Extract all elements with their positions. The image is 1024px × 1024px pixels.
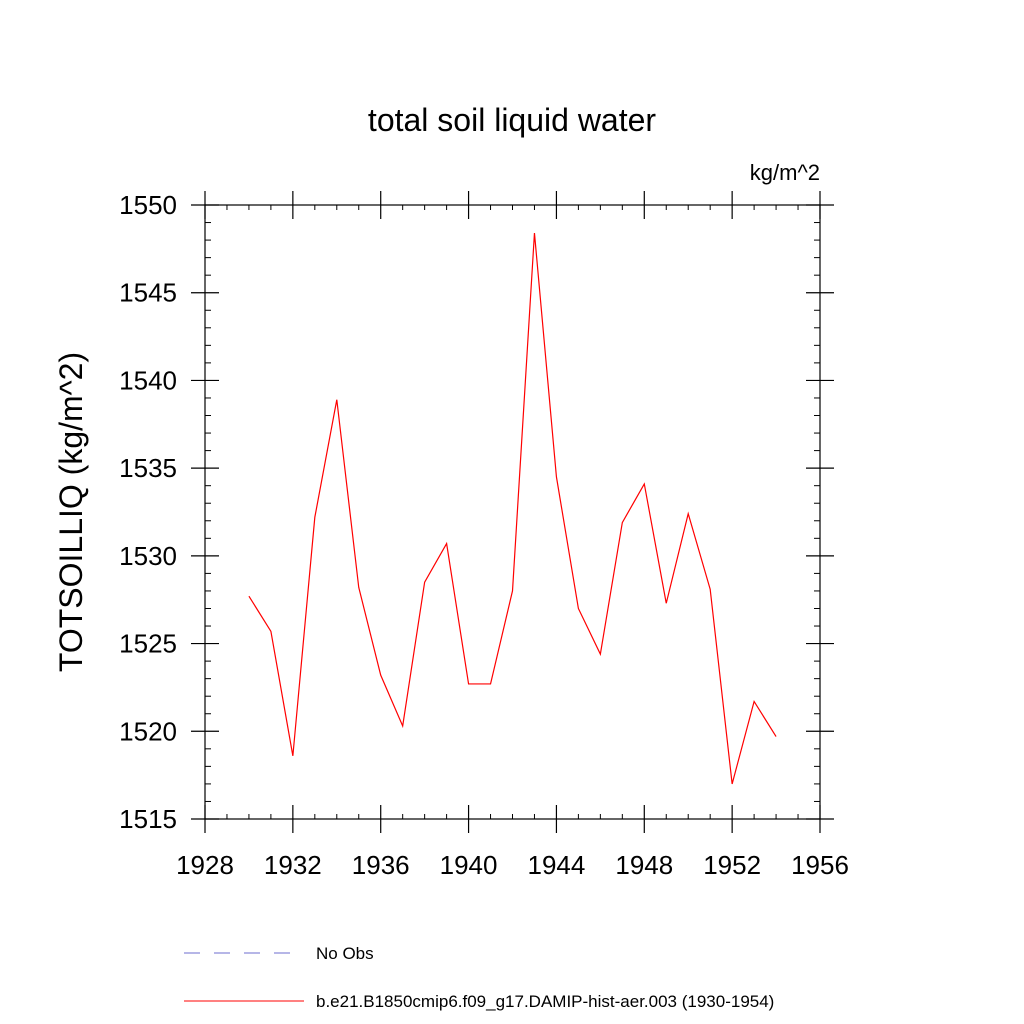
- y-axis-label: TOTSOILLIQ (kg/m^2): [53, 352, 89, 672]
- y-tick-label: 1540: [119, 365, 177, 395]
- x-tick-label: 1952: [703, 850, 761, 880]
- y-tick-label: 1530: [119, 541, 177, 571]
- x-tick-label: 1944: [528, 850, 586, 880]
- x-tick-label: 1936: [352, 850, 410, 880]
- legend-label: No Obs: [316, 944, 374, 963]
- axis-ticks: 1928 1932 1936 1940 1944 1948 1952 1956 1515 1520…: [119, 190, 849, 880]
- units-label: kg/m^2: [750, 160, 820, 185]
- y-tick-label: 1525: [119, 629, 177, 659]
- series-group: [248, 233, 777, 785]
- x-tick-label: 1928: [176, 850, 234, 880]
- legend: No Obs b.e21.B1850cmip6.f09_g17.DAMIP-his…: [184, 944, 774, 1011]
- x-tick-label: 1956: [791, 850, 849, 880]
- y-tick-label: 1520: [119, 716, 177, 746]
- x-tick-label: 1948: [615, 850, 673, 880]
- y-tick-label: 1550: [119, 190, 177, 220]
- x-tick-label: 1932: [264, 850, 322, 880]
- x-tick-label: 1940: [440, 850, 498, 880]
- chart-title: total soil liquid water: [368, 102, 656, 138]
- plot-frame: [204, 204, 821, 820]
- legend-label: b.e21.B1850cmip6.f09_g17.DAMIP-hist-aer.…: [316, 992, 774, 1011]
- series-line: [248, 233, 777, 785]
- y-tick-label: 1535: [119, 453, 177, 483]
- y-tick-label: 1515: [119, 804, 177, 834]
- y-tick-label: 1545: [119, 278, 177, 308]
